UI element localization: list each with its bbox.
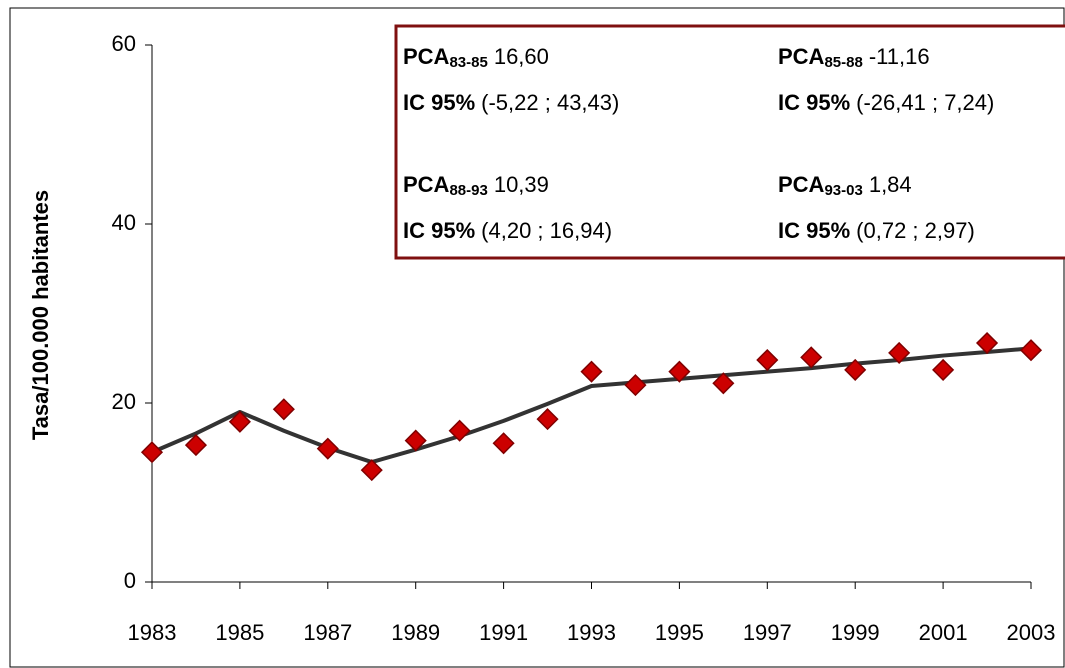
annotation-text: PCA93-03 1,84	[778, 172, 912, 199]
x-tick-label: 1983	[128, 620, 177, 645]
data-point	[668, 360, 691, 383]
x-tick-label: 1987	[303, 620, 352, 645]
annotation-sub: 85-88	[824, 54, 862, 71]
chart-frame	[9, 7, 1065, 668]
data-point	[1019, 339, 1043, 362]
annotation-value: 1,84	[869, 172, 912, 197]
data-point	[228, 410, 251, 433]
annotation-text: PCA88-93 10,39	[403, 172, 549, 199]
annotation-label: PCA	[778, 44, 825, 69]
y-tick-label: 40	[112, 210, 136, 235]
annotation-text: IC 95% (-26,41 ; 7,24)	[778, 90, 994, 115]
annotation-sub: 83-85	[449, 54, 487, 71]
data-point	[184, 434, 208, 457]
data-point	[140, 441, 164, 464]
annotation-ci: (0,72 ; 2,97)	[856, 218, 975, 243]
data-point	[316, 437, 339, 460]
annotation-text: IC 95% (0,72 ; 2,97)	[778, 218, 975, 243]
data-point	[932, 358, 955, 381]
annotation-frame	[394, 24, 1065, 260]
x-tick-label: 1999	[831, 620, 880, 645]
data-point	[975, 331, 999, 355]
annotation-ci-label: IC 95%	[778, 218, 850, 243]
x-tick-label: 2001	[919, 620, 968, 645]
x-tick-label: 1997	[743, 620, 792, 645]
x-tick-label: 1993	[567, 620, 616, 645]
data-point	[272, 398, 295, 421]
annotation-value: 16,60	[494, 44, 549, 69]
x-tick-label: 2003	[1007, 620, 1056, 645]
data-point	[756, 348, 779, 372]
annotation-value: -11,16	[869, 44, 930, 69]
annotation-sub: 88-93	[449, 182, 487, 199]
data-point	[624, 374, 647, 397]
data-point	[536, 408, 559, 431]
annotation-label: PCA	[403, 172, 450, 197]
y-tick-label: 20	[112, 389, 136, 414]
data-point	[492, 432, 515, 455]
x-tick-label: 1991	[479, 620, 528, 645]
annotation-ci: (-26,41 ; 7,24)	[856, 90, 994, 115]
annotation-value: 10,39	[494, 172, 549, 197]
y-axis-title: Tasa/100.000 habitantes	[28, 190, 53, 440]
annotation-text: PCA83-85 16,60	[403, 44, 549, 71]
fit-line	[151, 346, 1032, 465]
data-point	[844, 358, 867, 381]
annotation-sub: 93-03	[824, 182, 862, 199]
data-point	[448, 419, 471, 442]
data-point	[800, 346, 823, 369]
annotation-ci-label: IC 95%	[778, 90, 850, 115]
x-tick-label: 1985	[215, 620, 264, 645]
data-point	[404, 429, 427, 452]
annotation-ci-label: IC 95%	[403, 90, 475, 115]
annotation-text: IC 95% (-5,22 ; 43,43)	[403, 90, 619, 115]
annotation-label: PCA	[778, 172, 825, 197]
annotation-ci: (-5,22 ; 43,43)	[481, 90, 619, 115]
annotation-ci: (4,20 ; 16,94)	[481, 218, 612, 243]
data-point	[712, 372, 735, 395]
y-tick-label: 0	[124, 568, 136, 593]
x-tick-label: 1989	[391, 620, 440, 645]
x-tick-label: 1995	[655, 620, 704, 645]
annotation-text: IC 95% (4,20 ; 16,94)	[403, 218, 612, 243]
annotation-text: PCA85-88 -11,16	[778, 44, 930, 71]
data-point	[580, 360, 603, 383]
data-point	[888, 341, 911, 364]
y-tick-label: 60	[112, 31, 136, 56]
annotation-ci-label: IC 95%	[403, 218, 475, 243]
data-point	[360, 459, 383, 482]
annotation-label: PCA	[403, 44, 450, 69]
